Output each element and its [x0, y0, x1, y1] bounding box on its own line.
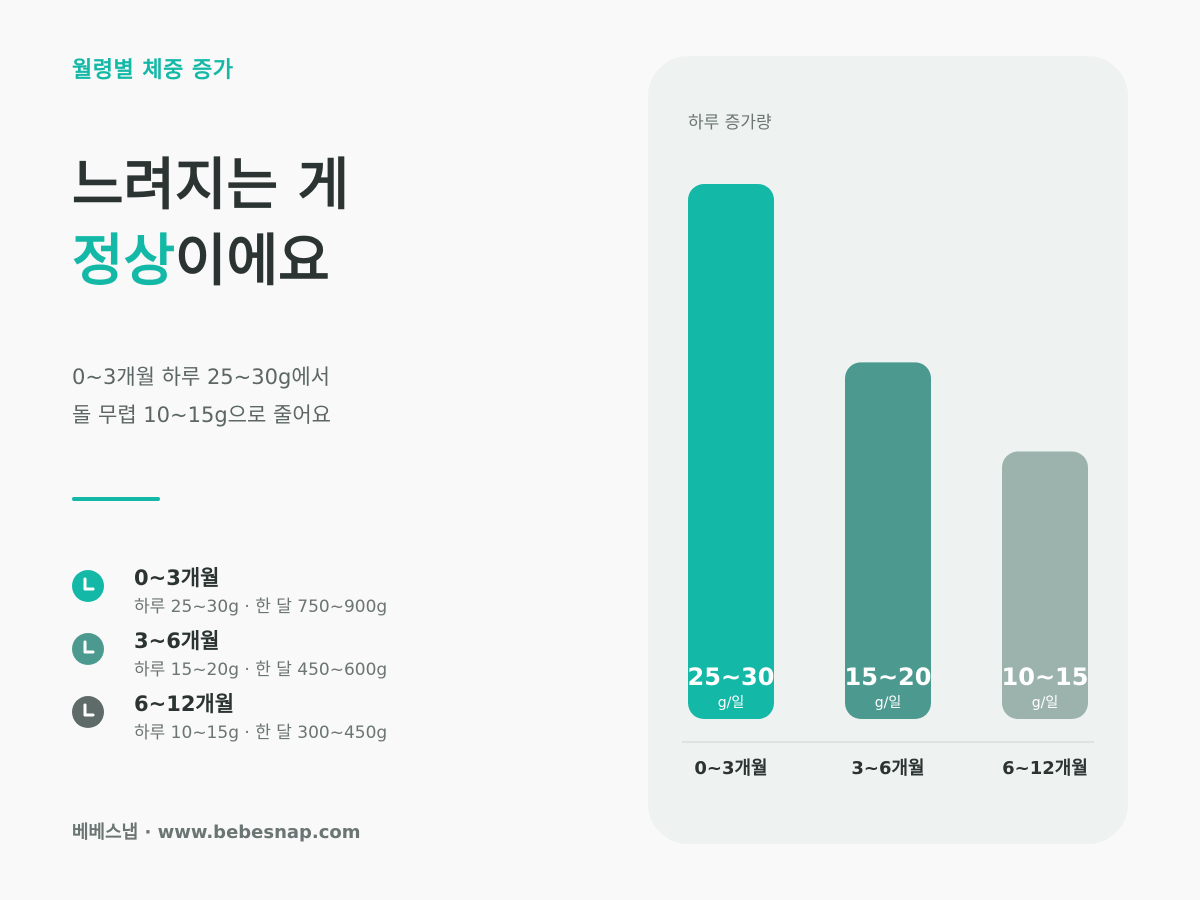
bar-unit-label: g/일	[875, 695, 901, 711]
bar-value-label: 10~15	[1002, 663, 1089, 691]
chart-card: 하루 증가량 25~30 g/일 0~3개월 15~20 g/일 3~6개월 10~15 g/…	[648, 56, 1128, 844]
bar-0~3개월	[688, 184, 774, 719]
legend-subtitle: 하루 15~20g · 한 달 450~600g	[134, 660, 388, 680]
bar-unit-label: g/일	[718, 695, 744, 711]
clock-icon	[72, 696, 104, 728]
description-line-2: 돌 무렵 10~15g으로 줄어요	[72, 403, 331, 427]
divider	[72, 497, 160, 501]
x-tick-label: 6~12개월	[1002, 758, 1088, 779]
description: 0~3개월 하루 25~30g에서 돌 무렵 10~15g으로 줄어요	[72, 358, 331, 434]
eyebrow-title: 월령별 체중 증가	[72, 58, 234, 83]
footer-brand: 베베스냅 · www.bebesnap.com	[72, 822, 361, 843]
legend-subtitle: 하루 10~15g · 한 달 300~450g	[134, 723, 388, 743]
x-tick-label: 0~3개월	[694, 758, 767, 779]
bar-value-label: 25~30	[688, 663, 775, 691]
legend-subtitle: 하루 25~30g · 한 달 750~900g	[134, 597, 388, 617]
x-tick-label: 3~6개월	[851, 758, 924, 779]
legend-title: 0~3개월	[134, 566, 220, 590]
legend-title: 3~6개월	[134, 629, 220, 653]
headline-line-2-rest: 이에요	[175, 229, 330, 294]
bar-unit-label: g/일	[1032, 695, 1058, 711]
description-line-1: 0~3개월 하루 25~30g에서	[72, 365, 330, 389]
bar-6~12개월	[1002, 451, 1088, 719]
clock-icon	[72, 633, 104, 665]
bar-3~6개월	[845, 362, 931, 719]
legend-title: 6~12개월	[134, 692, 235, 716]
clock-icon	[72, 570, 104, 602]
chart-y-label: 하루 증가량	[688, 113, 772, 133]
headline-line-2: 정상이에요	[72, 224, 349, 300]
chart-svg: 25~30 g/일 0~3개월 15~20 g/일 3~6개월 10~15 g/일 6~12개월	[682, 184, 1094, 779]
headline-accent: 정상	[72, 229, 176, 294]
headline-line-1: 느려지는 게	[72, 153, 350, 218]
bar-value-label: 15~20	[845, 663, 932, 691]
headline: 느려지는 게 정상이에요	[72, 148, 349, 300]
